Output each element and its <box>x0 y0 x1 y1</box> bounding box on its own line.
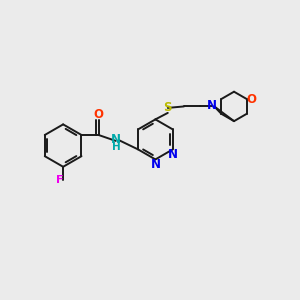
Text: O: O <box>247 93 257 106</box>
Text: H: H <box>112 142 121 152</box>
Text: N: N <box>150 158 161 171</box>
Text: N: N <box>111 134 121 146</box>
Text: O: O <box>94 108 103 121</box>
Text: F: F <box>56 175 63 185</box>
Text: N: N <box>207 99 217 112</box>
Text: S: S <box>164 101 172 114</box>
Text: N: N <box>168 148 178 161</box>
